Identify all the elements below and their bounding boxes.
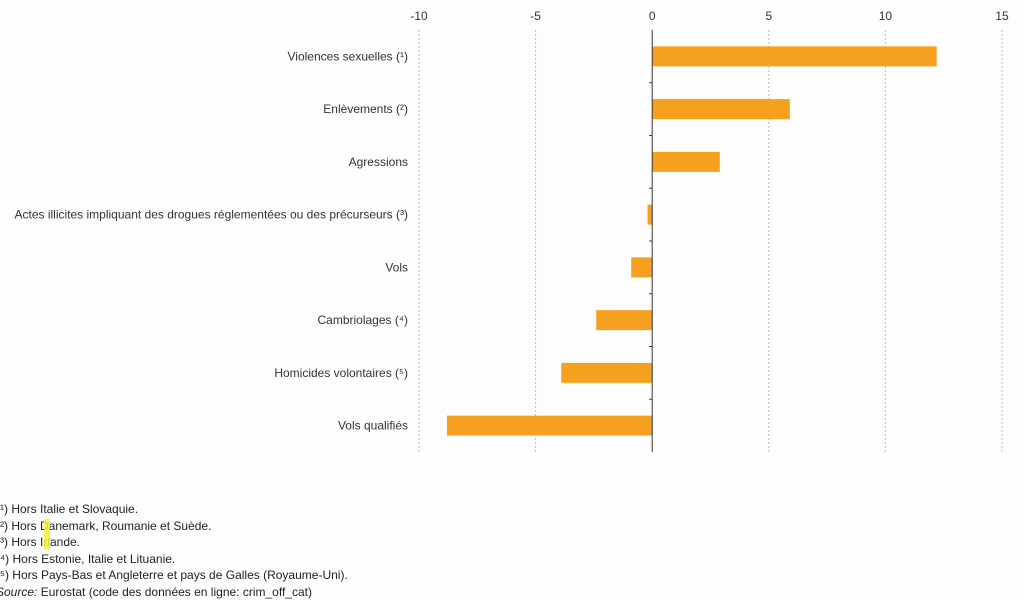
bar: [652, 151, 720, 172]
bar: [652, 99, 790, 120]
footnotes: (¹) Hors Italie et Slovaquie. (²) Hors D…: [0, 501, 348, 600]
footnote-3: (³) Hors Irlande.: [0, 535, 81, 549]
bar: [647, 204, 653, 225]
bar-chart: -10 -5 0 5 10 15 Violences sexuelles (¹) Enlève…: [14, 9, 1009, 452]
x-tick-label: 15: [995, 9, 1009, 23]
x-tick-label: -10: [410, 9, 428, 23]
bar: [631, 257, 653, 278]
source-label: Source:: [0, 584, 38, 599]
category-label: Homicides volontaires (⁵): [274, 366, 408, 380]
footnote-2: (²) Hors Danemark, Roumanie et Suède.: [0, 518, 212, 533]
category-label: Vols: [385, 260, 408, 274]
bar: [446, 415, 653, 436]
bar: [561, 362, 653, 383]
x-tick-label: 10: [879, 9, 893, 23]
bar: [652, 46, 937, 67]
x-tick-label: 0: [649, 9, 656, 23]
category-label: Cambriolages (⁴): [317, 313, 408, 327]
category-label: Vols qualifiés: [338, 419, 408, 433]
bar: [596, 310, 653, 331]
x-tick-label: -5: [530, 9, 541, 23]
source-line: Source: Eurostat (code des données en li…: [0, 584, 348, 600]
category-label: Agressions: [349, 155, 408, 169]
category-label: Actes illicites impliquant des drogues r…: [14, 208, 408, 222]
text-cursor-highlight: [44, 519, 50, 549]
footnote-4: (⁴) Hors Estonie, Italie et Lituanie.: [0, 551, 176, 566]
category-label: Enlèvements (²): [323, 102, 408, 116]
source-text: Eurostat (code des données en ligne: cri…: [37, 584, 312, 599]
category-label: Violences sexuelles (¹): [288, 49, 409, 63]
footnote-5: (⁵) Hors Pays-Bas et Angleterre et pays …: [0, 568, 348, 582]
footnote-1: (¹) Hors Italie et Slovaquie.: [0, 502, 139, 516]
x-tick-label: 5: [765, 9, 772, 23]
